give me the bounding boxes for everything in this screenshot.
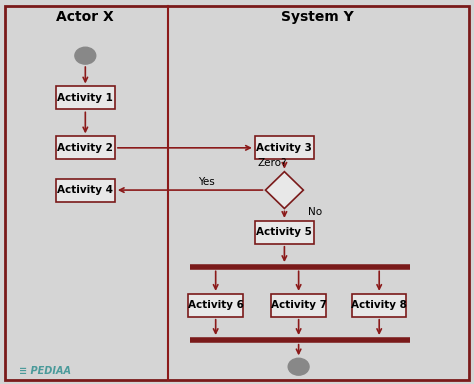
Text: Actor X: Actor X [56, 10, 114, 24]
Circle shape [75, 47, 96, 64]
Text: Activity 5: Activity 5 [256, 227, 312, 237]
FancyBboxPatch shape [56, 179, 115, 202]
FancyBboxPatch shape [271, 294, 326, 317]
Text: Activity 3: Activity 3 [256, 143, 312, 153]
FancyBboxPatch shape [56, 86, 115, 109]
Text: ≡ PEDIAA: ≡ PEDIAA [19, 366, 71, 376]
Text: Activity 8: Activity 8 [351, 300, 407, 310]
Text: System Y: System Y [281, 10, 354, 24]
Text: Activity 7: Activity 7 [271, 300, 327, 310]
Text: Zero?: Zero? [258, 158, 287, 168]
Text: Activity 2: Activity 2 [57, 143, 113, 153]
Text: Activity 6: Activity 6 [188, 300, 244, 310]
Text: Activity 4: Activity 4 [57, 185, 113, 195]
Text: Yes: Yes [198, 177, 215, 187]
Text: No: No [308, 207, 322, 217]
FancyBboxPatch shape [189, 294, 243, 317]
FancyBboxPatch shape [352, 294, 407, 317]
Polygon shape [265, 172, 303, 209]
FancyBboxPatch shape [255, 221, 314, 244]
FancyBboxPatch shape [255, 136, 314, 159]
Circle shape [288, 358, 309, 375]
Text: Activity 1: Activity 1 [57, 93, 113, 103]
FancyBboxPatch shape [56, 136, 115, 159]
FancyBboxPatch shape [5, 6, 469, 380]
